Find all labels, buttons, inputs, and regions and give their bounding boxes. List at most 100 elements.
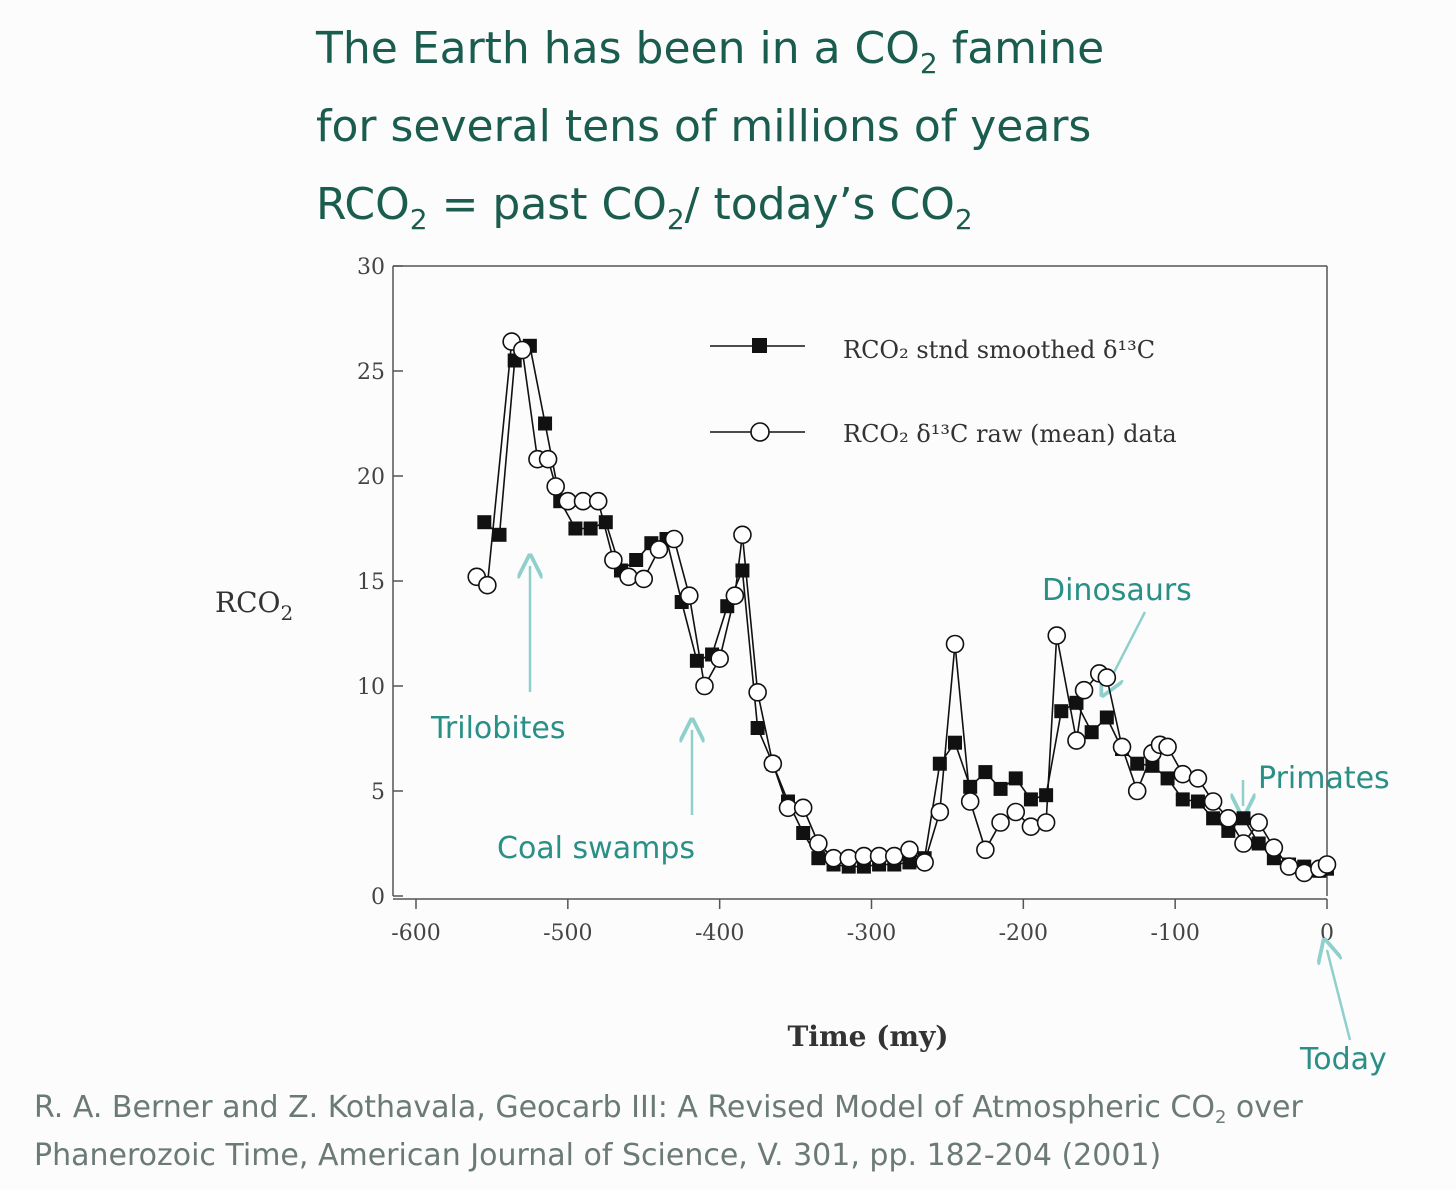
data-point-square [629, 553, 644, 567]
data-point-circle [1188, 769, 1208, 788]
data-point-square [568, 521, 583, 536]
data-point-circle [512, 340, 532, 360]
data-point-square [796, 826, 811, 840]
data-point-circle [1264, 838, 1284, 858]
data-point-square [1008, 771, 1023, 786]
data-point-circle [1074, 680, 1094, 700]
data-point-square [1160, 771, 1175, 786]
title-line-1-subscript: 2 [919, 47, 938, 80]
data-point-circle [915, 853, 934, 872]
data-point-circle [546, 477, 565, 496]
data-point-circle [900, 840, 919, 860]
citation-subscript: 2 [1214, 1107, 1227, 1128]
data-point-circle [588, 491, 608, 511]
data-point-circle [809, 834, 828, 853]
title-line-1-text: The Earth has been in a CO [316, 23, 920, 74]
x-tick-label: -400 [695, 921, 744, 946]
annotation-today: Today [1300, 1042, 1387, 1077]
data-point-circle [748, 682, 767, 702]
slide-title: The Earth has been in a CO2 famine for s… [316, 10, 1416, 244]
data-point-circle [619, 567, 638, 587]
data-point-square [1099, 710, 1114, 725]
x-tick-label: -200 [999, 921, 1048, 946]
data-point-circle [1097, 668, 1117, 687]
x-tick-label: -600 [391, 921, 440, 946]
data-point-square [993, 781, 1008, 796]
data-point-square [1175, 792, 1190, 807]
x-tick-label: 0 [1320, 921, 1334, 946]
data-point-square [1221, 823, 1236, 838]
data-point-circle [1158, 737, 1177, 757]
data-point-circle [1021, 817, 1041, 837]
y-tick-label: 15 [357, 570, 385, 595]
data-point-circle [725, 586, 745, 606]
data-point-circle [664, 529, 684, 549]
annotation-primates: Primates [1258, 761, 1390, 796]
title-line-3-rco: RCO [316, 179, 410, 230]
title-line-3-past: = past CO [427, 179, 667, 230]
data-point-square [477, 515, 492, 530]
data-point-square [750, 721, 765, 735]
data-point-circle [1067, 731, 1086, 750]
data-point-circle [679, 586, 699, 606]
citation-line-2: Phanerozoic Time, American Journal of Sc… [34, 1138, 1162, 1173]
title-line-3-sub-1: 2 [409, 203, 428, 236]
data-point-circle [710, 649, 729, 669]
y-tick-label: 25 [357, 360, 385, 385]
legend-label-raw: RCO₂ δ¹³C raw (mean) data [843, 420, 1177, 448]
data-point-circle [733, 525, 752, 545]
data-point-circle [960, 792, 980, 811]
data-point-circle [1047, 626, 1067, 645]
legend-marker-raw [750, 422, 770, 442]
data-point-square [538, 416, 553, 431]
data-point-circle [478, 575, 497, 595]
title-line-1-text-end: famine [937, 23, 1105, 74]
data-point-square [598, 515, 613, 530]
x-tick-label: -300 [847, 921, 896, 946]
citation-line-1: R. A. Berner and Z. Kothavala, Geocarb I… [34, 1084, 1434, 1132]
data-point-square [1069, 695, 1084, 710]
data-point-circle [604, 550, 623, 570]
data-point-circle [991, 813, 1010, 832]
data-point-circle [839, 848, 859, 868]
citation-line-1-end: over [1226, 1090, 1303, 1125]
data-point-circle [1036, 813, 1056, 832]
data-point-circle [976, 840, 995, 860]
x-tick-label: -100 [1150, 921, 1199, 946]
data-point-circle [793, 798, 813, 818]
data-point-square [1084, 725, 1099, 740]
data-point-circle [763, 754, 783, 774]
data-point-square [902, 855, 917, 870]
data-point-circle [1127, 781, 1147, 801]
data-point-square [492, 527, 507, 542]
data-point-circle [1317, 855, 1337, 874]
y-tick-label: 30 [357, 255, 385, 280]
y-axis-label-text: RCO [215, 586, 280, 619]
data-point-circle [1219, 808, 1238, 828]
data-point-square [1251, 836, 1266, 851]
data-point-circle [1112, 737, 1132, 757]
annotation-trilobites: Trilobites [430, 711, 566, 746]
citation: R. A. Berner and Z. Kothavala, Geocarb I… [34, 1084, 1434, 1180]
citation-line-1-text: R. A. Berner and Z. Kothavala, Geocarb I… [34, 1090, 1215, 1125]
title-line-3-sub-2: 2 [666, 203, 685, 236]
data-point-circle [538, 449, 558, 469]
data-point-square [1039, 788, 1054, 803]
data-point-circle [945, 634, 965, 654]
y-tick-label: 0 [371, 885, 385, 910]
data-point-square [1206, 811, 1221, 826]
data-point-circle [1006, 802, 1026, 822]
legend-marker-smoothed [752, 338, 767, 353]
rco2-chart: 0 5 10 15 20 25 30 -600 -500 -400 -300 -200 -100 0 RC… [215, 255, 1390, 1053]
data-point-square [583, 521, 598, 536]
legend-label-smoothed: RCO₂ stnd smoothed δ¹³C [843, 336, 1155, 364]
data-point-circle [1203, 792, 1223, 811]
data-point-circle [930, 802, 950, 822]
title-line-3: RCO2 = past CO2/ today’s CO2 [316, 166, 1416, 244]
data-point-circle [649, 540, 669, 559]
data-point-circle [1294, 863, 1314, 883]
annotation-coal-swamps: Coal swamps [497, 831, 695, 866]
y-axis-label: RCO2 [215, 586, 293, 625]
data-point-circle [1173, 764, 1193, 784]
title-line-3-sub-3: 2 [954, 203, 973, 236]
